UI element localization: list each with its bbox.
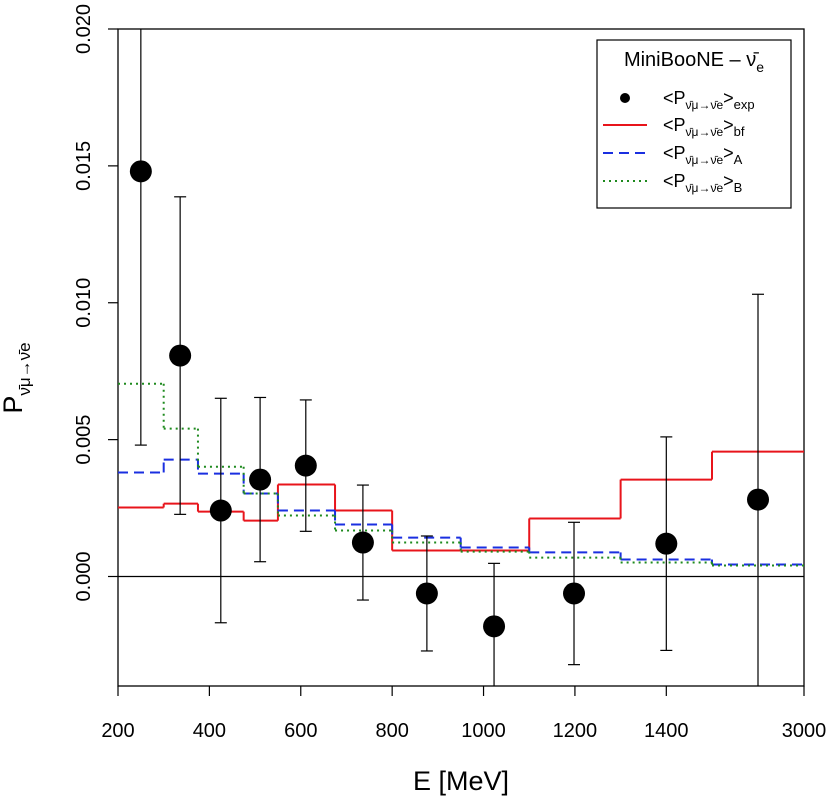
data-point [747, 488, 769, 511]
data-point [563, 582, 586, 605]
y-axis-label: Pν̄μ→ν̄e [0, 342, 34, 413]
legend-close: > [723, 88, 734, 108]
step-series [118, 382, 804, 567]
data-point [655, 532, 678, 555]
legend-open: <P [663, 171, 686, 191]
x-tick-label: 1400 [644, 720, 689, 742]
data-point [169, 344, 192, 367]
axes: 200 400 600 800 1000 1200 1400 3000 0.000 0.005 0.… [73, 4, 826, 742]
x-tick-label: 1000 [461, 720, 506, 742]
y-tick-label: 0.020 [73, 4, 95, 54]
y-tick-label: 0.015 [73, 141, 95, 191]
x-tick-label: 1200 [553, 720, 598, 742]
legend-sub: ν̄μ→ν̄e [686, 125, 724, 139]
y-tick-label: 0.010 [73, 278, 95, 328]
x-tick-label: 600 [284, 720, 317, 742]
step-series [118, 450, 804, 552]
plot-frame [117, 28, 805, 687]
x-axis-label: E [MeV] [413, 766, 509, 796]
legend-open: <P [663, 88, 686, 108]
data-point [415, 582, 438, 605]
plot-area [118, 29, 804, 686]
x-tick-label: 3000 [782, 720, 827, 742]
legend-suffix: bf [734, 124, 745, 139]
legend-close: > [723, 115, 734, 135]
legend-label: <Pν̄μ→ν̄e>exp [663, 88, 755, 112]
y-tick-label: 0.000 [73, 551, 95, 601]
legend-title: MiniBooNE – ν̄e [624, 49, 764, 75]
legend-label: <Pν̄μ→ν̄e>B [663, 171, 742, 195]
legend: <Pν̄μ→ν̄e>exp<Pν̄μ→ν̄e>bf<Pν̄μ→ν̄e>A<Pν̄… [603, 88, 755, 195]
data-point [351, 531, 374, 554]
legend-title-main: MiniBooNE – ν̄ [624, 49, 759, 71]
legend-label: <Pν̄μ→ν̄e>bf [663, 115, 745, 139]
data-point [249, 468, 272, 491]
x-tick-label: 200 [101, 720, 134, 742]
x-tick-label: 400 [193, 720, 226, 742]
legend-open: <P [663, 115, 686, 135]
legend-suffix: exp [734, 97, 755, 112]
legend-close: > [723, 171, 734, 191]
legend-sub: ν̄μ→ν̄e [686, 153, 724, 167]
legend-open: <P [663, 143, 686, 163]
data-point [129, 160, 152, 183]
legend-label: <Pν̄μ→ν̄e>A [663, 143, 743, 167]
y-label-sub: ν̄μ→ν̄e [15, 342, 34, 395]
legend-title-sub: e [756, 59, 764, 75]
x-tick-label: 800 [375, 720, 408, 742]
data-point [483, 615, 506, 638]
legend-sub: ν̄μ→ν̄e [686, 181, 724, 195]
y-tick-label: 0.005 [73, 415, 95, 465]
legend-close: > [723, 143, 734, 163]
data-point [294, 454, 317, 477]
legend-marker [620, 93, 630, 103]
y-label-main: P [0, 396, 28, 414]
data-point [209, 499, 232, 522]
legend-suffix: A [734, 152, 743, 167]
legend-sub: ν̄μ→ν̄e [686, 98, 724, 112]
legend-suffix: B [734, 180, 743, 195]
